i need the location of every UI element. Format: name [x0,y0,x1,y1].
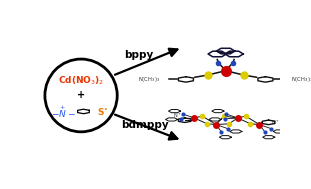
Text: N(CH$_3$)$_3$: N(CH$_3$)$_3$ [291,75,311,84]
Text: Cd(NO$_3$)$_2$: Cd(NO$_3$)$_2$ [58,75,104,87]
Text: N(CH$_3$)$_3$: N(CH$_3$)$_3$ [138,75,160,84]
Text: bppy: bppy [124,50,154,60]
Text: bdmppy: bdmppy [121,120,169,129]
Text: S$^{\bullet}$: S$^{\bullet}$ [97,106,109,117]
Text: N$^+$: N$^+$ [272,118,280,127]
Text: +: + [77,91,85,100]
Text: N$^+$: N$^+$ [173,111,182,120]
Text: $-\overset{+}{N}-$: $-\overset{+}{N}-$ [51,103,75,120]
